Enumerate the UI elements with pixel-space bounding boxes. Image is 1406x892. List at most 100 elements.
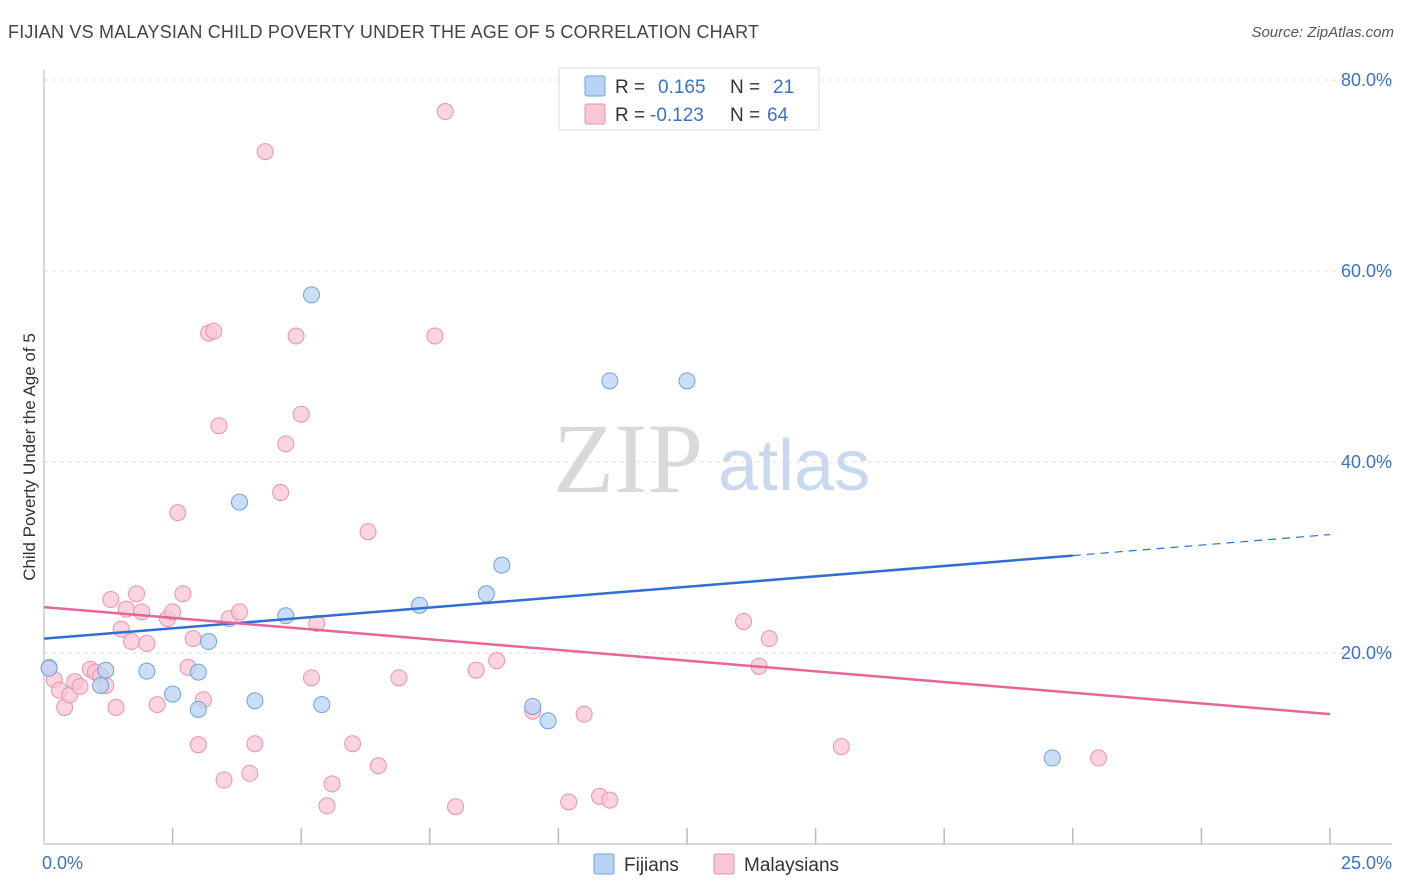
x-tick-label-min: 0.0% — [42, 853, 83, 873]
legend-n-value: 64 — [767, 105, 789, 126]
malaysian-point — [575, 705, 593, 723]
fijian-point — [246, 692, 264, 710]
legend-r-label: R = — [615, 77, 645, 98]
malaysian-point — [344, 735, 362, 753]
malaysian-point — [174, 585, 192, 603]
fijian-point — [524, 697, 542, 715]
malaysian-point — [359, 523, 377, 541]
gridlines — [44, 79, 1392, 654]
fijian-point — [230, 493, 248, 511]
malaysian-point — [1090, 749, 1108, 767]
fijian-point — [493, 556, 511, 574]
y-tick-label: 80.0% — [1341, 70, 1392, 90]
legend-r-label: R = — [615, 105, 645, 126]
fijian-point — [411, 596, 429, 614]
malaysian-point — [735, 612, 753, 630]
legend-swatch-malaysian — [584, 103, 606, 125]
fijian-point — [302, 286, 320, 304]
y-tick-label: 40.0% — [1341, 452, 1392, 472]
watermark-zip: ZIP — [553, 403, 703, 514]
fijian-trend-line — [43, 554, 1073, 640]
malaysian-point — [184, 630, 202, 648]
trend-lines — [43, 533, 1331, 716]
axes — [43, 70, 1392, 845]
malaysian-point — [230, 603, 248, 621]
malaysian-point — [246, 735, 264, 753]
y-axis-title: Child Poverty Under the Age of 5 — [20, 333, 39, 581]
malaysian-point — [277, 435, 295, 453]
malaysian-point — [122, 633, 140, 651]
malaysian-point — [71, 677, 89, 695]
malaysian-point — [138, 634, 156, 652]
malaysian-point — [128, 585, 146, 603]
fijian-point — [1043, 749, 1061, 767]
malaysian-point — [287, 327, 305, 345]
fijian-point — [477, 585, 495, 603]
legend-n-label: N = — [730, 77, 760, 98]
malaysian-point — [601, 791, 619, 809]
fijian-point — [40, 659, 58, 677]
legend-r-value: -0.123 — [650, 105, 704, 126]
fijian-point — [601, 372, 619, 390]
malaysian-point — [369, 757, 387, 775]
malaysian-trend-line — [43, 605, 1331, 716]
malaysian-point — [426, 327, 444, 345]
fijian-points — [40, 286, 1061, 767]
x-ticks — [171, 828, 1331, 844]
malaysian-point — [318, 797, 336, 815]
malaysian-point — [169, 504, 187, 522]
malaysian-point — [308, 614, 326, 632]
fijian-point — [189, 700, 207, 718]
malaysian-point — [323, 775, 341, 793]
fijian-point — [189, 663, 207, 681]
legend-r-value: 0.165 — [658, 77, 706, 98]
malaysian-point — [215, 771, 233, 789]
fijian-point — [92, 676, 110, 694]
malaysian-point — [241, 764, 259, 782]
malaysian-point — [436, 103, 454, 121]
malaysian-point — [107, 698, 125, 716]
malaysian-point — [205, 322, 223, 340]
malaysian-point — [302, 669, 320, 687]
fijian-point — [164, 685, 182, 703]
malaysian-point — [256, 143, 274, 161]
malaysian-point — [102, 591, 120, 609]
malaysian-point — [189, 736, 207, 754]
fijian-point — [200, 633, 218, 651]
fijian-point — [678, 372, 696, 390]
malaysian-point — [133, 603, 151, 621]
malaysian-point — [447, 798, 465, 816]
bottom-legend-swatch-fijian — [593, 853, 615, 875]
malaysian-point — [210, 417, 228, 435]
fijian-point — [138, 662, 156, 680]
malaysian-point — [148, 696, 166, 714]
malaysian-point — [390, 669, 408, 687]
fijian-point — [313, 696, 331, 714]
malaysian-point — [760, 630, 778, 648]
bottom-legend-fijians: Fijians — [624, 855, 679, 876]
malaysian-point — [560, 793, 578, 811]
watermark-atlas: atlas — [718, 426, 870, 506]
y-tick-label: 20.0% — [1341, 643, 1392, 663]
malaysian-point — [832, 738, 850, 756]
fijian-trend-extension — [1072, 533, 1331, 557]
fijian-point — [277, 607, 295, 625]
legend-n-value: 21 — [773, 77, 794, 98]
malaysian-point — [292, 405, 310, 423]
legend-swatch-fijian — [584, 75, 606, 97]
y-tick-labels: 20.0% 40.0% 60.0% 80.0% — [1341, 70, 1392, 663]
series-legend: Fijians Malaysians — [593, 853, 839, 876]
legend-n-label: N = — [730, 105, 760, 126]
x-tick-label-max: 25.0% — [1341, 853, 1392, 873]
malaysian-point — [272, 484, 290, 502]
source-label: Source: ZipAtlas.com — [1251, 24, 1394, 41]
chart-title: FIJIAN VS MALAYSIAN CHILD POVERTY UNDER … — [8, 22, 760, 42]
bottom-legend-malaysians: Malaysians — [744, 855, 839, 876]
bottom-legend-swatch-malaysian — [713, 853, 735, 875]
malaysian-point — [164, 603, 182, 621]
fijian-point — [539, 712, 557, 730]
correlation-legend: R = 0.165 N = 21 R = -0.123 N = 64 — [558, 67, 820, 131]
malaysian-point — [488, 652, 506, 670]
fijian-point — [97, 661, 115, 679]
